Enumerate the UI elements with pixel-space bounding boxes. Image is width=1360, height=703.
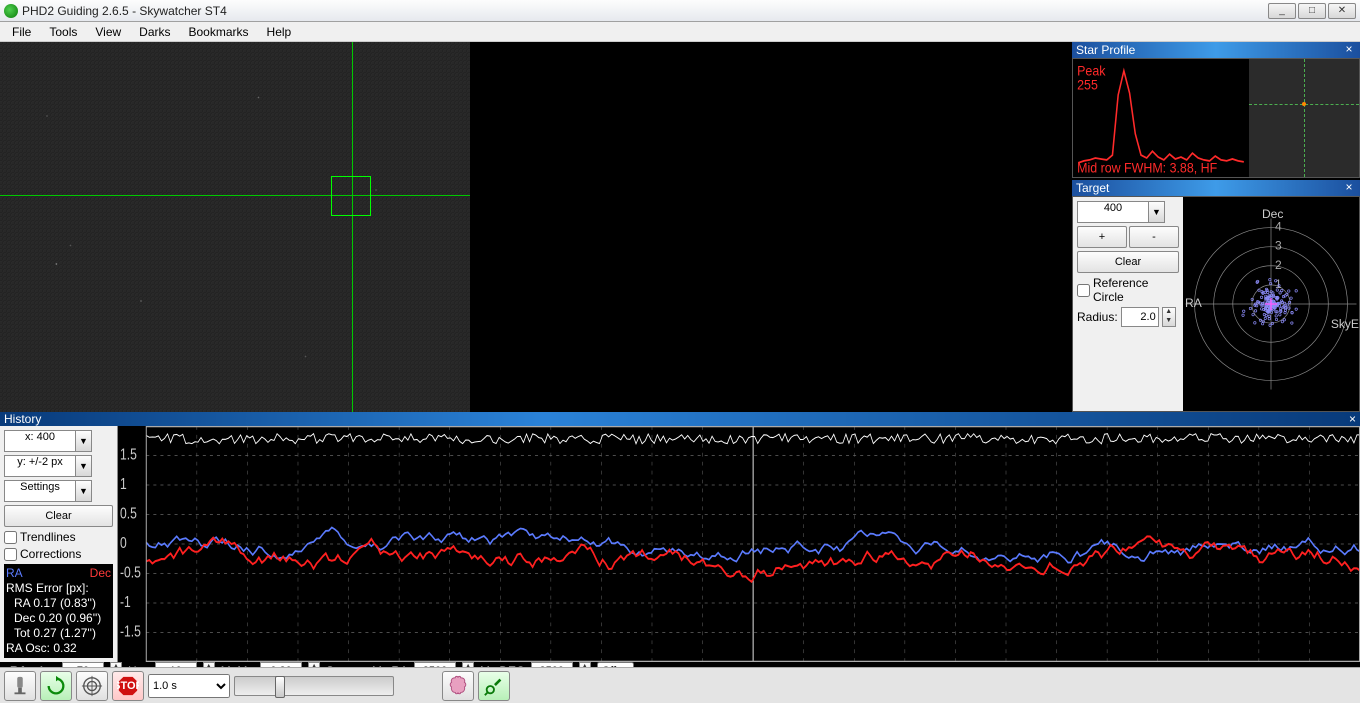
- svg-text:SkyE: SkyE: [1331, 317, 1359, 331]
- menu-view[interactable]: View: [87, 24, 129, 40]
- history-head[interactable]: History ×: [0, 412, 1360, 426]
- ra-osc: RA Osc: 0.32: [6, 641, 111, 656]
- target-scale-value: 400: [1077, 201, 1149, 223]
- svg-text:3: 3: [1275, 239, 1282, 253]
- target-scale-select[interactable]: 400 ▼: [1077, 201, 1179, 223]
- svg-text:1: 1: [1275, 277, 1282, 291]
- rms-tot: Tot 0.27 (1.27''): [6, 626, 111, 641]
- brain-button[interactable]: [442, 671, 474, 701]
- minimize-button[interactable]: _: [1268, 3, 1296, 19]
- history-area: History × x: 400▼ y: +/-2 px▼ Settings▼ …: [0, 412, 1360, 667]
- svg-text:2: 2: [1275, 258, 1282, 272]
- star-profile-chart: Peak 255 Mid row FWHM: 3.88, HF: [1073, 59, 1249, 177]
- camera-noise: [0, 42, 470, 412]
- crosshair-horizontal: [0, 195, 470, 196]
- svg-text:-1.5: -1.5: [120, 623, 141, 640]
- svg-text:-1: -1: [120, 594, 131, 611]
- star-thumbnail: [1249, 59, 1359, 177]
- spinner-icon[interactable]: ▲▼: [1162, 307, 1176, 327]
- menu-help[interactable]: Help: [259, 24, 300, 40]
- maximize-button[interactable]: □: [1298, 3, 1326, 19]
- connect-button[interactable]: [4, 671, 36, 701]
- rms-dec: Dec 0.20 (0.96''): [6, 611, 111, 626]
- loop-button[interactable]: [40, 671, 72, 701]
- history-stats: RA Dec RMS Error [px]: RA 0.17 (0.83'') D…: [4, 564, 113, 658]
- radius-input[interactable]: Radius: ▲▼: [1077, 307, 1179, 327]
- history-x-select[interactable]: x: 400▼: [4, 430, 113, 452]
- profile-footer: Mid row FWHM: 3.88, HF: [1077, 160, 1217, 176]
- star-profile-head[interactable]: Star Profile ×: [1072, 42, 1360, 58]
- chevron-down-icon: ▼: [76, 455, 92, 477]
- stop-button[interactable]: STOP: [112, 671, 144, 701]
- svg-text:Dec: Dec: [1262, 207, 1283, 221]
- close-icon[interactable]: ×: [1349, 412, 1356, 426]
- menubar: File Tools View Darks Bookmarks Help: [0, 22, 1360, 42]
- cam-settings-button[interactable]: [478, 671, 510, 701]
- star-select-box[interactable]: [331, 176, 371, 216]
- thumb-star: [1302, 102, 1306, 106]
- history-title: History: [4, 412, 41, 426]
- guide-button[interactable]: [76, 671, 108, 701]
- thumb-crosshair-v: [1304, 59, 1305, 177]
- target-display: 1 2 3 4Dec RA SkyE: [1183, 197, 1359, 411]
- target-title: Target: [1076, 181, 1109, 195]
- target-head[interactable]: Target ×: [1072, 180, 1360, 196]
- target-clear-button[interactable]: Clear: [1077, 251, 1179, 273]
- history-y-select[interactable]: y: +/-2 px▼: [4, 455, 113, 477]
- history-y-value: y: +/-2 px: [4, 455, 76, 477]
- svg-text:RA: RA: [1185, 296, 1203, 310]
- zoom-out-button[interactable]: -: [1129, 226, 1179, 248]
- side-panels: Star Profile × Peak 255 Mid row FWHM: 3.…: [1072, 42, 1360, 412]
- zoom-in-button[interactable]: +: [1077, 226, 1127, 248]
- chevron-down-icon: ▼: [76, 480, 92, 502]
- window-title: PHD2 Guiding 2.6.5 - Skywatcher ST4: [22, 4, 1268, 18]
- gamma-slider[interactable]: [234, 676, 394, 696]
- svg-text:-0.5: -0.5: [120, 564, 141, 581]
- target-controls: 400 ▼ + - Clear Reference Circle Radius:…: [1073, 197, 1183, 411]
- close-button[interactable]: ✕: [1328, 3, 1356, 19]
- slider-thumb[interactable]: [275, 676, 285, 698]
- corrections-checkbox[interactable]: Corrections: [4, 547, 113, 561]
- menu-darks[interactable]: Darks: [131, 24, 178, 40]
- chevron-down-icon: ▼: [76, 430, 92, 452]
- history-controls: x: 400▼ y: +/-2 px▼ Settings▼ Clear Tren…: [0, 426, 118, 662]
- close-icon[interactable]: ×: [1342, 181, 1356, 195]
- history-clear-button[interactable]: Clear: [4, 505, 113, 527]
- chevron-down-icon: ▼: [1149, 201, 1165, 223]
- titlebar: PHD2 Guiding 2.6.5 - Skywatcher ST4 _ □ …: [0, 0, 1360, 22]
- peak-value: 255: [1077, 77, 1098, 93]
- svg-text:1.5: 1.5: [120, 446, 137, 463]
- star-profile-title: Star Profile: [1076, 43, 1135, 57]
- menu-file[interactable]: File: [4, 24, 39, 40]
- svg-text:0.5: 0.5: [120, 505, 137, 522]
- ra-axis-label: RA: [6, 566, 23, 580]
- target-panel: Target × 400 ▼ + - Clear Reference Circl…: [1072, 180, 1360, 412]
- star-profile-panel: Star Profile × Peak 255 Mid row FWHM: 3.…: [1072, 42, 1360, 178]
- history-settings-label: Settings: [4, 480, 76, 502]
- menu-tools[interactable]: Tools: [41, 24, 85, 40]
- rms-title: RMS Error [px]:: [6, 581, 111, 596]
- close-icon[interactable]: ×: [1342, 43, 1356, 57]
- history-chart: -1.5 -1 -0.5 0 0.5 1 1.5: [118, 426, 1360, 662]
- crosshair-vertical: [352, 42, 353, 412]
- rms-ra: RA 0.17 (0.83''): [6, 596, 111, 611]
- svg-text:STOP: STOP: [117, 679, 139, 691]
- workarea: Star Profile × Peak 255 Mid row FWHM: 3.…: [0, 42, 1360, 412]
- exposure-select[interactable]: 1.0 s: [148, 674, 230, 698]
- svg-text:4: 4: [1275, 220, 1282, 234]
- radius-label: Radius:: [1077, 310, 1118, 324]
- history-settings-select[interactable]: Settings▼: [4, 480, 113, 502]
- menu-bookmarks[interactable]: Bookmarks: [181, 24, 257, 40]
- svg-text:1: 1: [120, 476, 127, 493]
- dec-axis-label: Dec: [90, 566, 111, 581]
- app-icon: [4, 4, 18, 18]
- svg-text:0: 0: [120, 535, 127, 552]
- trendlines-checkbox[interactable]: Trendlines: [4, 530, 113, 544]
- main-toolbar: STOP 1.0 s: [0, 667, 1360, 703]
- ref-circle-checkbox[interactable]: Reference Circle: [1077, 276, 1179, 304]
- camera-view[interactable]: [0, 42, 1072, 412]
- history-x-value: x: 400: [4, 430, 76, 452]
